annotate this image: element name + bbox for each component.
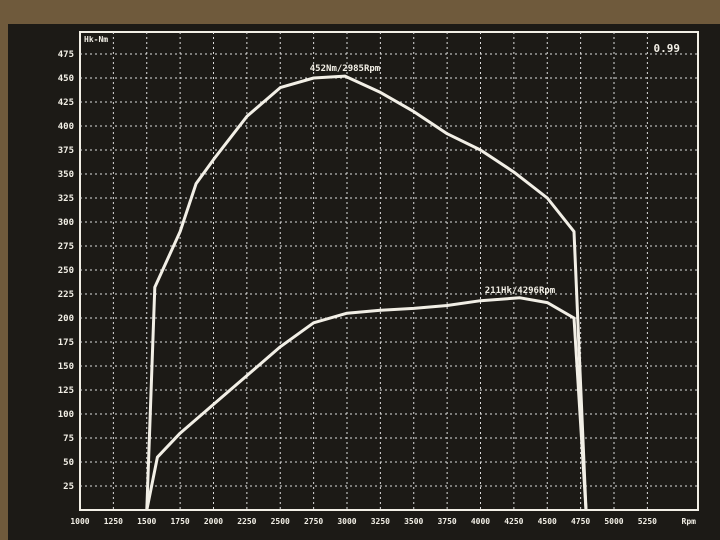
x-tick-label: 3250 — [371, 517, 390, 526]
y-tick-label: 450 — [58, 74, 74, 84]
y-tick-label: 350 — [58, 170, 74, 180]
x-tick-label: 4250 — [504, 517, 523, 526]
x-tick-label: 2250 — [237, 517, 256, 526]
y-tick-label: 50 — [63, 458, 74, 468]
x-tick-label: 3500 — [404, 517, 423, 526]
y-tick-label: 25 — [63, 482, 74, 492]
torque-curve — [145, 74, 588, 511]
x-tick-label: 4750 — [571, 517, 590, 526]
x-tick-label: 3750 — [437, 517, 456, 526]
y-tick-label: 300 — [58, 218, 74, 228]
power-curve — [145, 296, 588, 511]
x-tick-label: 5250 — [638, 517, 657, 526]
dyno-chart: 1000 1250 1500 1750 2000 2250 2500 2750 3000 3250… — [58, 31, 699, 526]
y-tick-label: 175 — [58, 338, 74, 348]
x-tick-label: 2000 — [204, 517, 223, 526]
y-tick-label: 200 — [58, 314, 74, 324]
x-tick-label: 2750 — [304, 517, 323, 526]
x-tick-label: 1000 — [70, 517, 89, 526]
y-tick-label: 400 — [58, 122, 74, 132]
x-tick-label: 2500 — [271, 517, 290, 526]
x-tick-label: 3000 — [337, 517, 356, 526]
x-tick-label: 1500 — [137, 517, 156, 526]
y-tick-label: 275 — [58, 242, 74, 252]
dyno-screen: 1000 1250 1500 1750 2000 2250 2500 2750 3000 3250… — [8, 24, 720, 540]
y-tick-label: 100 — [58, 410, 74, 420]
x-tick-label: 4000 — [471, 517, 490, 526]
y-axis-label: Hk-Nm — [84, 35, 108, 44]
y-tick-label: 375 — [58, 146, 74, 156]
x-tick-label: 1750 — [170, 517, 189, 526]
y-tick-label: 425 — [58, 98, 74, 108]
y-tick-label: 475 — [58, 50, 74, 60]
y-tick-label: 75 — [63, 434, 74, 444]
x-tick-label: 1250 — [104, 517, 123, 526]
y-tick-label: 325 — [58, 194, 74, 204]
corner-value: 0.99 — [654, 42, 681, 55]
plot-frame — [79, 31, 699, 511]
peak-annotation: 452Nm/2985Rpm — [310, 64, 381, 74]
x-tick-label: 4500 — [538, 517, 557, 526]
x-tick-label: 5000 — [604, 517, 623, 526]
y-tick-label: 225 — [58, 290, 74, 300]
y-tick-label: 250 — [58, 266, 74, 276]
peak-annotation: 211Hk/4296Rpm — [485, 286, 556, 296]
x-axis-label: Rpm — [682, 517, 697, 526]
y-tick-label: 150 — [58, 362, 74, 372]
y-tick-label: 125 — [58, 386, 74, 396]
